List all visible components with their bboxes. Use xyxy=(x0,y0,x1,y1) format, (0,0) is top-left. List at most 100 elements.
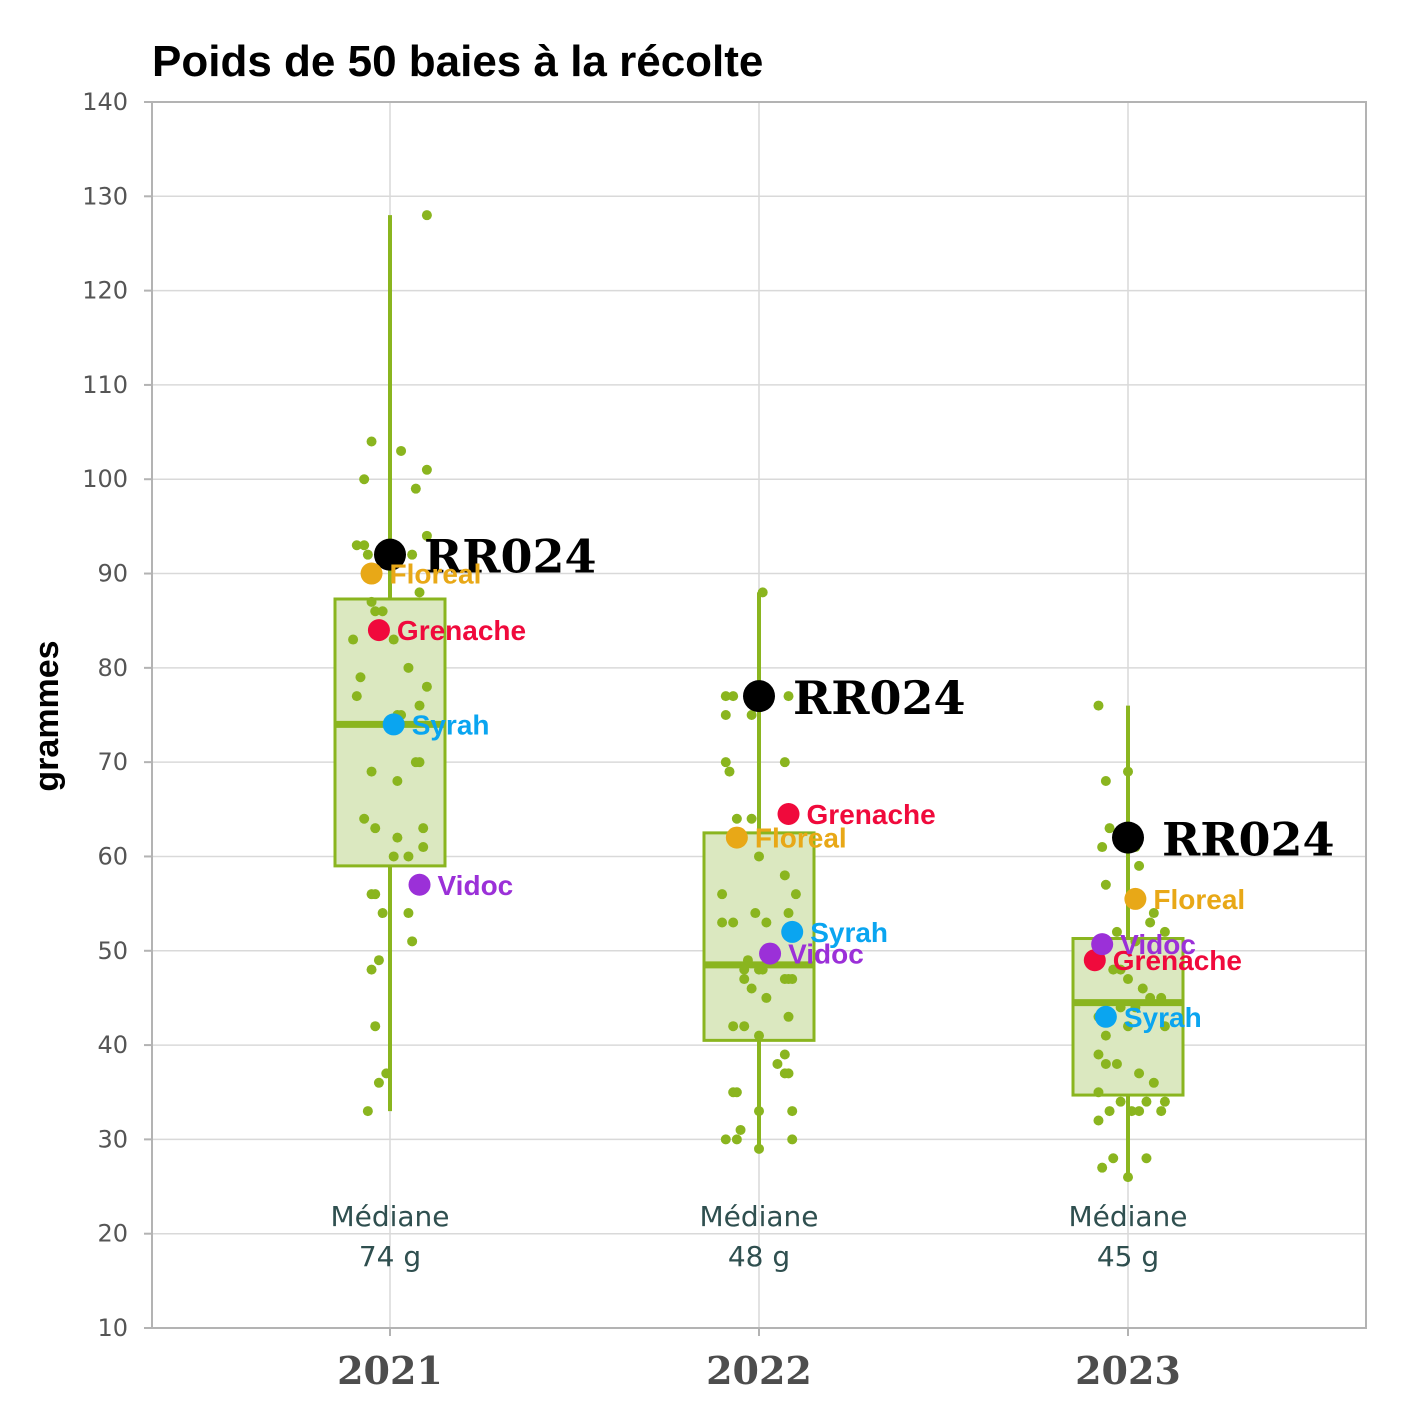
jitter-point xyxy=(1145,917,1156,928)
jitter-point xyxy=(403,851,414,862)
jitter-point xyxy=(359,540,370,551)
jitter-point xyxy=(377,908,388,919)
jitter-point xyxy=(1097,842,1108,853)
jitter-point xyxy=(396,445,407,456)
jitter-point xyxy=(1134,1068,1145,1079)
jitter-point xyxy=(403,908,414,919)
point-rr024 xyxy=(743,680,775,713)
jitter-point xyxy=(366,766,377,777)
jitter-point xyxy=(1093,1049,1104,1060)
jitter-point xyxy=(414,757,425,768)
jitter-point xyxy=(1141,1096,1152,1107)
label-floreal: Floreal xyxy=(1153,884,1245,915)
jitter-point xyxy=(1115,1002,1126,1013)
label-floreal: Floreal xyxy=(390,559,482,590)
x-tick-label: 2023 xyxy=(1075,1348,1181,1393)
point-rr024 xyxy=(374,538,406,571)
point-vidoc xyxy=(759,942,782,965)
jitter-point xyxy=(1148,908,1159,919)
point-floreal xyxy=(725,826,748,849)
jitter-point xyxy=(790,889,801,900)
jitter-point xyxy=(1134,1106,1145,1117)
point-rr024 xyxy=(1112,821,1144,854)
jitter-point xyxy=(421,530,432,541)
jitter-point xyxy=(370,606,381,617)
jitter-point xyxy=(754,1143,764,1154)
label-grenache: Grenache xyxy=(397,615,526,646)
jitter-point xyxy=(1108,1153,1119,1164)
y-tick-label: 140 xyxy=(82,88,128,116)
y-tick-label: 10 xyxy=(97,1314,128,1342)
highlighted-varieties: RR024RR024RR024FlorealFlorealFlorealGren… xyxy=(360,530,1334,1033)
jitter-point xyxy=(779,1068,790,1079)
jitter-point xyxy=(359,813,370,824)
label-rr024: RR024 xyxy=(793,671,965,725)
median-labels: Médiane 74 g Médiane 48 g Médiane 45 g xyxy=(330,1200,1187,1273)
label-rr024: RR024 xyxy=(1162,813,1334,867)
jitter-point xyxy=(1100,879,1111,890)
jitter-point xyxy=(1148,1077,1159,1088)
jitter-point xyxy=(1123,1021,1133,1032)
jitter-points xyxy=(348,210,1170,1183)
y-tick-label: 120 xyxy=(82,277,128,305)
jitter-point xyxy=(1111,1058,1122,1069)
jitter-point xyxy=(418,842,429,853)
jitter-point xyxy=(1100,776,1111,787)
jitter-point xyxy=(370,1021,381,1032)
jitter-point xyxy=(757,964,768,975)
point-syrah xyxy=(382,713,405,736)
point-floreal xyxy=(1124,887,1147,910)
jitter-point xyxy=(720,757,731,768)
jitter-point xyxy=(1115,964,1126,975)
jitter-point xyxy=(1141,1153,1152,1164)
jitter-point xyxy=(772,1058,783,1069)
jitter-point xyxy=(1093,700,1104,711)
jitter-point xyxy=(720,691,731,702)
jitter-point xyxy=(783,1011,794,1022)
jitter-point xyxy=(366,964,377,975)
y-tick-label: 40 xyxy=(97,1031,128,1059)
jitter-point xyxy=(1111,926,1122,937)
jitter-point xyxy=(362,1106,373,1117)
jitter-point xyxy=(421,681,432,692)
label-floreal: Floreal xyxy=(755,823,847,854)
jitter-point xyxy=(754,851,764,862)
jitter-point xyxy=(783,691,794,702)
y-tick-label: 90 xyxy=(97,560,128,588)
jitter-point xyxy=(414,700,425,711)
jitter-point xyxy=(731,813,742,824)
y-tick-label: 80 xyxy=(97,654,128,682)
median-label-value: 48 g xyxy=(728,1240,790,1273)
jitter-point xyxy=(742,955,753,966)
jitter-point xyxy=(355,672,366,683)
jitter-point xyxy=(1134,860,1145,871)
jitter-point xyxy=(1104,823,1115,834)
jitter-point xyxy=(779,1049,790,1060)
jitter-point xyxy=(717,917,728,928)
jitter-point xyxy=(1115,1096,1126,1107)
jitter-point xyxy=(735,1124,746,1135)
y-tick-label: 60 xyxy=(97,842,128,870)
jitter-point xyxy=(750,908,761,919)
median-label-title: Médiane xyxy=(330,1200,449,1233)
jitter-point xyxy=(370,823,381,834)
jitter-point xyxy=(388,634,399,645)
jitter-point xyxy=(351,691,362,702)
jitter-point xyxy=(1097,1162,1108,1173)
jitter-point xyxy=(381,1068,392,1079)
jitter-point xyxy=(1093,1115,1104,1126)
jitter-point xyxy=(366,436,377,447)
label-syrah: Syrah xyxy=(810,917,888,948)
jitter-point xyxy=(720,710,731,720)
x-tick-label: 2022 xyxy=(706,1348,812,1393)
jitter-point xyxy=(731,1134,742,1145)
jitter-point xyxy=(754,1106,764,1117)
jitter-point xyxy=(787,974,798,985)
jitter-point xyxy=(728,1087,739,1098)
jitter-point xyxy=(728,1021,739,1032)
jitter-point xyxy=(1159,1021,1170,1032)
jitter-point xyxy=(392,832,403,843)
jitter-point xyxy=(1100,1058,1111,1069)
label-vidoc: Vidoc xyxy=(1120,929,1196,960)
